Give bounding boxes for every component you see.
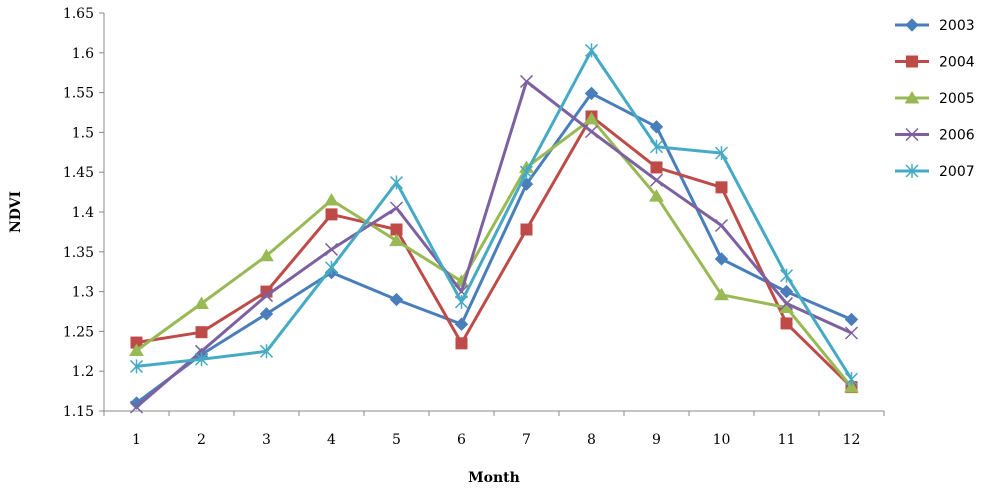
data-point-2007: [714, 146, 729, 161]
data-point-2005: [129, 343, 144, 357]
x-tick-label: 11: [778, 432, 796, 448]
data-point-2007: [779, 268, 794, 283]
data-point-2007: [129, 359, 144, 374]
data-point-2005: [194, 296, 209, 310]
data-point-2007: [324, 260, 339, 275]
series-line-2005: [135, 117, 853, 389]
series-line-2007: [136, 48, 853, 380]
x-tick-label: 7: [522, 432, 531, 448]
legend-label-2004: 2004: [939, 55, 975, 71]
legend-marker-2007: [905, 164, 919, 178]
y-tick-label: 1.4: [72, 205, 94, 221]
data-point-2004: [715, 181, 728, 194]
data-point-2004: [325, 208, 338, 221]
data-point-2006: [584, 125, 599, 139]
data-point-2003: [779, 284, 794, 299]
data-point-2006: [389, 201, 404, 215]
data-point-2005: [389, 233, 404, 247]
chart-axes: 1.15 1.2 1.25 1.3 1.35 1.4 1.45 1.5 1.55 1.6 1.65 1…: [63, 6, 885, 448]
x-tick-label: 4: [327, 432, 336, 448]
data-point-2007: [584, 43, 599, 58]
x-tick-label: 2: [197, 432, 206, 448]
y-tick-label: 1.55: [63, 86, 94, 102]
data-point-2003: [714, 252, 729, 266]
data-point-2007: [519, 165, 534, 180]
data-point-2003: [259, 307, 274, 321]
data-point-2003: [389, 292, 404, 307]
data-point-2007: [259, 344, 274, 359]
data-point-2003: [844, 312, 859, 327]
series-2007: [129, 43, 859, 387]
data-point-2006: [324, 242, 339, 256]
data-point-2005: [844, 380, 859, 393]
x-tick-label: 6: [457, 432, 466, 448]
x-tick-label: 10: [713, 432, 731, 448]
y-tick-label: 1.45: [63, 165, 94, 181]
data-point-2006: [714, 219, 729, 233]
legend-item-2006: 2006: [895, 128, 975, 144]
data-point-2004: [650, 161, 663, 174]
series-line-2004: [136, 115, 853, 389]
series-line-2006: [135, 80, 853, 409]
data-point-2006: [649, 173, 664, 187]
series-layer: [129, 43, 859, 414]
legend-marker-2005: [904, 91, 920, 104]
data-point-2006: [259, 289, 274, 303]
data-point-2006: [129, 400, 144, 414]
y-tick-label: 1.2: [72, 364, 94, 380]
y-tick-label: 1.35: [63, 245, 94, 261]
data-point-2004: [455, 337, 468, 350]
y-tick-label: 1.15: [63, 404, 94, 420]
data-point-2003: [649, 120, 664, 134]
x-tick-label: 3: [262, 432, 271, 448]
data-point-2007: [649, 139, 664, 154]
data-point-2007: [389, 175, 404, 190]
legend-label-2006: 2006: [939, 128, 975, 144]
data-point-2003: [584, 86, 599, 101]
x-tick-label: 1: [132, 432, 141, 448]
legend: 2003 2004 2005 2006 2007: [895, 18, 975, 180]
data-point-2004: [520, 223, 533, 236]
legend-item-2005: 2005: [895, 91, 975, 107]
series-2006: [129, 74, 859, 414]
legend-label-2007: 2007: [939, 164, 975, 180]
data-point-2005: [584, 111, 599, 125]
y-tick-label: 1.6: [72, 46, 94, 62]
data-point-2004: [390, 223, 403, 236]
y-tick-label: 1.5: [72, 125, 94, 141]
data-point-2005: [324, 193, 339, 206]
data-point-2004: [780, 317, 793, 330]
x-tick-label: 12: [843, 432, 861, 448]
y-tick-label: 1.25: [63, 324, 94, 340]
data-point-2006: [519, 74, 534, 88]
x-tick-label: 5: [392, 432, 401, 448]
data-point-2006: [779, 297, 794, 311]
data-point-2003: [454, 317, 469, 331]
y-tick-label: 1.65: [63, 6, 94, 22]
data-point-2004: [195, 326, 208, 339]
y-axis-title: NDVI: [8, 191, 24, 233]
data-point-2005: [714, 287, 729, 301]
data-point-2007: [194, 352, 209, 367]
data-point-2007: [454, 294, 469, 309]
legend-label-2005: 2005: [939, 91, 975, 107]
legend-label-2003: 2003: [939, 18, 975, 34]
x-axis-title: Month: [468, 470, 520, 486]
series-2003: [129, 86, 859, 410]
data-point-2005: [649, 189, 664, 202]
x-tick-label: 9: [652, 432, 661, 448]
data-point-2007: [844, 372, 859, 387]
x-tick-label: 8: [587, 432, 596, 448]
legend-marker-2004: [906, 55, 918, 68]
legend-item-2003: 2003: [895, 18, 975, 34]
data-point-2005: [259, 248, 274, 262]
legend-item-2007: 2007: [895, 164, 975, 180]
legend-item-2004: 2004: [895, 55, 975, 71]
y-tick-label: 1.3: [72, 285, 94, 301]
data-point-2006: [844, 326, 859, 340]
legend-marker-2003: [905, 18, 919, 32]
legend-marker-2006: [905, 127, 919, 142]
series-line-2003: [135, 91, 853, 405]
